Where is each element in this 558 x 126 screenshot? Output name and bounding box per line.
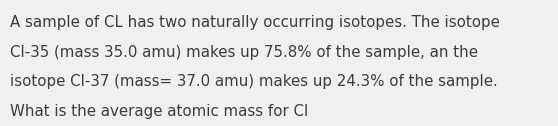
Text: What is the average atomic mass for Cl: What is the average atomic mass for Cl	[10, 104, 308, 119]
Text: A sample of CL has two naturally occurring isotopes. The isotope: A sample of CL has two naturally occurri…	[10, 15, 500, 30]
Text: isotope Cl-37 (mass= 37.0 amu) makes up 24.3% of the sample.: isotope Cl-37 (mass= 37.0 amu) makes up …	[10, 74, 498, 89]
Text: Cl-35 (mass 35.0 amu) makes up 75.8% of the sample, an the: Cl-35 (mass 35.0 amu) makes up 75.8% of …	[10, 45, 478, 60]
